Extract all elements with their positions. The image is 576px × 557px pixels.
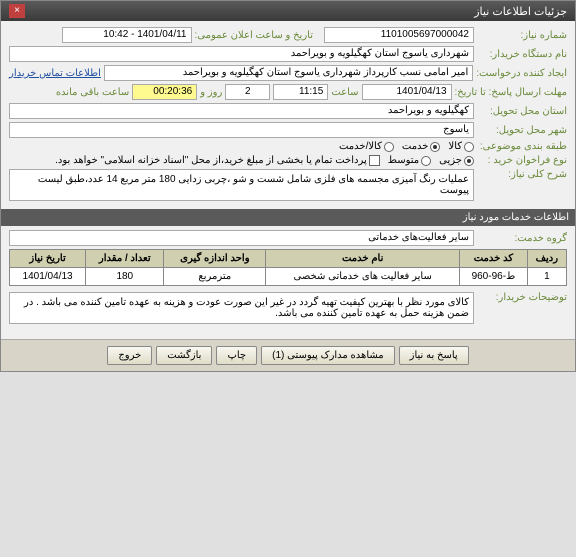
purchase-type-label: نوع فراخوان خرید :: [477, 155, 567, 166]
cell-date: 1401/04/13: [10, 268, 86, 286]
days-field: 2: [225, 84, 270, 100]
cell-name: سایر فعالیت های خدماتی شخصی: [266, 268, 460, 286]
cell-row: 1: [527, 268, 566, 286]
cell-unit: مترمربع: [164, 268, 266, 286]
province-field: کهگیلویه و بویراحمد: [9, 103, 474, 119]
deadline-label: مهلت ارسال پاسخ: تا تاریخ:: [455, 87, 567, 98]
cell-code: ط-96-960: [460, 268, 528, 286]
table-header-row: ردیف کد خدمت نام خدمت واحد اندازه گیری ت…: [10, 250, 567, 268]
deadline-time-field: 11:15: [273, 84, 328, 100]
city-label: شهر محل تحویل:: [477, 125, 567, 136]
deadline-date-field: 1401/04/13: [362, 84, 452, 100]
radio-icon: [464, 142, 474, 152]
requester-label: ایجاد کننده درخواست:: [476, 68, 567, 79]
col-unit: واحد اندازه گیری: [164, 250, 266, 268]
contact-link[interactable]: اطلاعات تماس خریدار: [9, 68, 101, 79]
radio-icon: [464, 156, 474, 166]
radio-icon: [430, 142, 440, 152]
content-pane: شماره نیاز: 1101005697000042 تاریخ و ساع…: [1, 21, 575, 339]
need-desc-label: شرح کلی نیاز:: [477, 169, 567, 180]
titlebar: جزئیات اطلاعات نیاز ×: [1, 1, 575, 21]
table-row[interactable]: 1 ط-96-960 سایر فعالیت های خدماتی شخصی م…: [10, 268, 567, 286]
cat-goods-option[interactable]: کالا: [448, 141, 474, 152]
attachments-button[interactable]: مشاهده مدارک پیوستی (1): [261, 346, 395, 365]
city-field: یاسوج: [9, 122, 474, 138]
days-label: روز و: [200, 87, 222, 98]
announce-label: تاریخ و ساعت اعلان عمومی:: [195, 30, 314, 41]
checkbox-icon: [369, 155, 380, 166]
need-number-label: شماره نیاز:: [477, 30, 567, 41]
radio-icon: [384, 142, 394, 152]
print-button[interactable]: چاپ: [216, 346, 257, 365]
col-name: نام خدمت: [266, 250, 460, 268]
buyer-note-box: کالای مورد نظر با بهترین کیفیت تهیه گردد…: [9, 292, 474, 324]
pt-small-option[interactable]: جزیی: [439, 155, 474, 166]
pt-note-option[interactable]: پرداخت تمام یا بخشی از مبلغ خرید،از محل …: [55, 155, 380, 166]
respond-button[interactable]: پاسخ به نیاز: [399, 346, 469, 365]
col-date: تاریخ نیاز: [10, 250, 86, 268]
dialog-window: جزئیات اطلاعات نیاز × شماره نیاز: 110100…: [0, 0, 576, 372]
category-label: طبقه بندی موضوعی:: [477, 141, 567, 152]
close-icon[interactable]: ×: [9, 4, 25, 18]
col-qty: تعداد / مقدار: [86, 250, 164, 268]
cell-qty: 180: [86, 268, 164, 286]
need-number-field: 1101005697000042: [324, 27, 474, 43]
cat-both-option[interactable]: کالا/خدمت: [339, 141, 394, 152]
exit-button[interactable]: خروج: [107, 346, 152, 365]
deadline-time-label: ساعت: [331, 87, 358, 98]
need-desc-box: عملیات رنگ آمیزی مجسمه های فلزی شامل شست…: [9, 169, 474, 201]
service-group-label: گروه خدمت:: [477, 233, 567, 244]
purchase-type-group: جزیی متوسط پرداخت تمام یا بخشی از مبلغ خ…: [55, 155, 474, 166]
requester-field: امیر امامی نسب کارپرداز شهرداری یاسوج اس…: [104, 65, 473, 81]
col-code: کد خدمت: [460, 250, 528, 268]
remaining-label: ساعت باقی مانده: [56, 87, 129, 98]
cat-service-option[interactable]: خدمت: [402, 141, 441, 152]
category-radio-group: کالا خدمت کالا/خدمت: [339, 141, 474, 152]
services-table: ردیف کد خدمت نام خدمت واحد اندازه گیری ت…: [9, 249, 567, 286]
countdown-field: 00:20:36: [132, 84, 197, 100]
col-row: ردیف: [527, 250, 566, 268]
buyer-note-label: توضیحات خریدار:: [477, 292, 567, 303]
buyer-org-label: نام دستگاه خریدار:: [477, 49, 567, 60]
buyer-org-field: شهرداری یاسوج استان کهگیلویه و بویراحمد: [9, 46, 474, 62]
window-title: جزئیات اطلاعات نیاز: [474, 5, 567, 18]
back-button[interactable]: بازگشت: [156, 346, 212, 365]
service-group-field: سایر فعالیت‌های خدماتی: [9, 230, 474, 246]
pt-medium-option[interactable]: متوسط: [388, 155, 431, 166]
province-label: استان محل تحویل:: [477, 106, 567, 117]
radio-icon: [421, 156, 431, 166]
services-section-header: اطلاعات خدمات مورد نیاز: [1, 209, 575, 226]
announce-field: 1401/04/11 - 10:42: [62, 27, 192, 43]
button-bar: پاسخ به نیاز مشاهده مدارک پیوستی (1) چاپ…: [1, 339, 575, 371]
